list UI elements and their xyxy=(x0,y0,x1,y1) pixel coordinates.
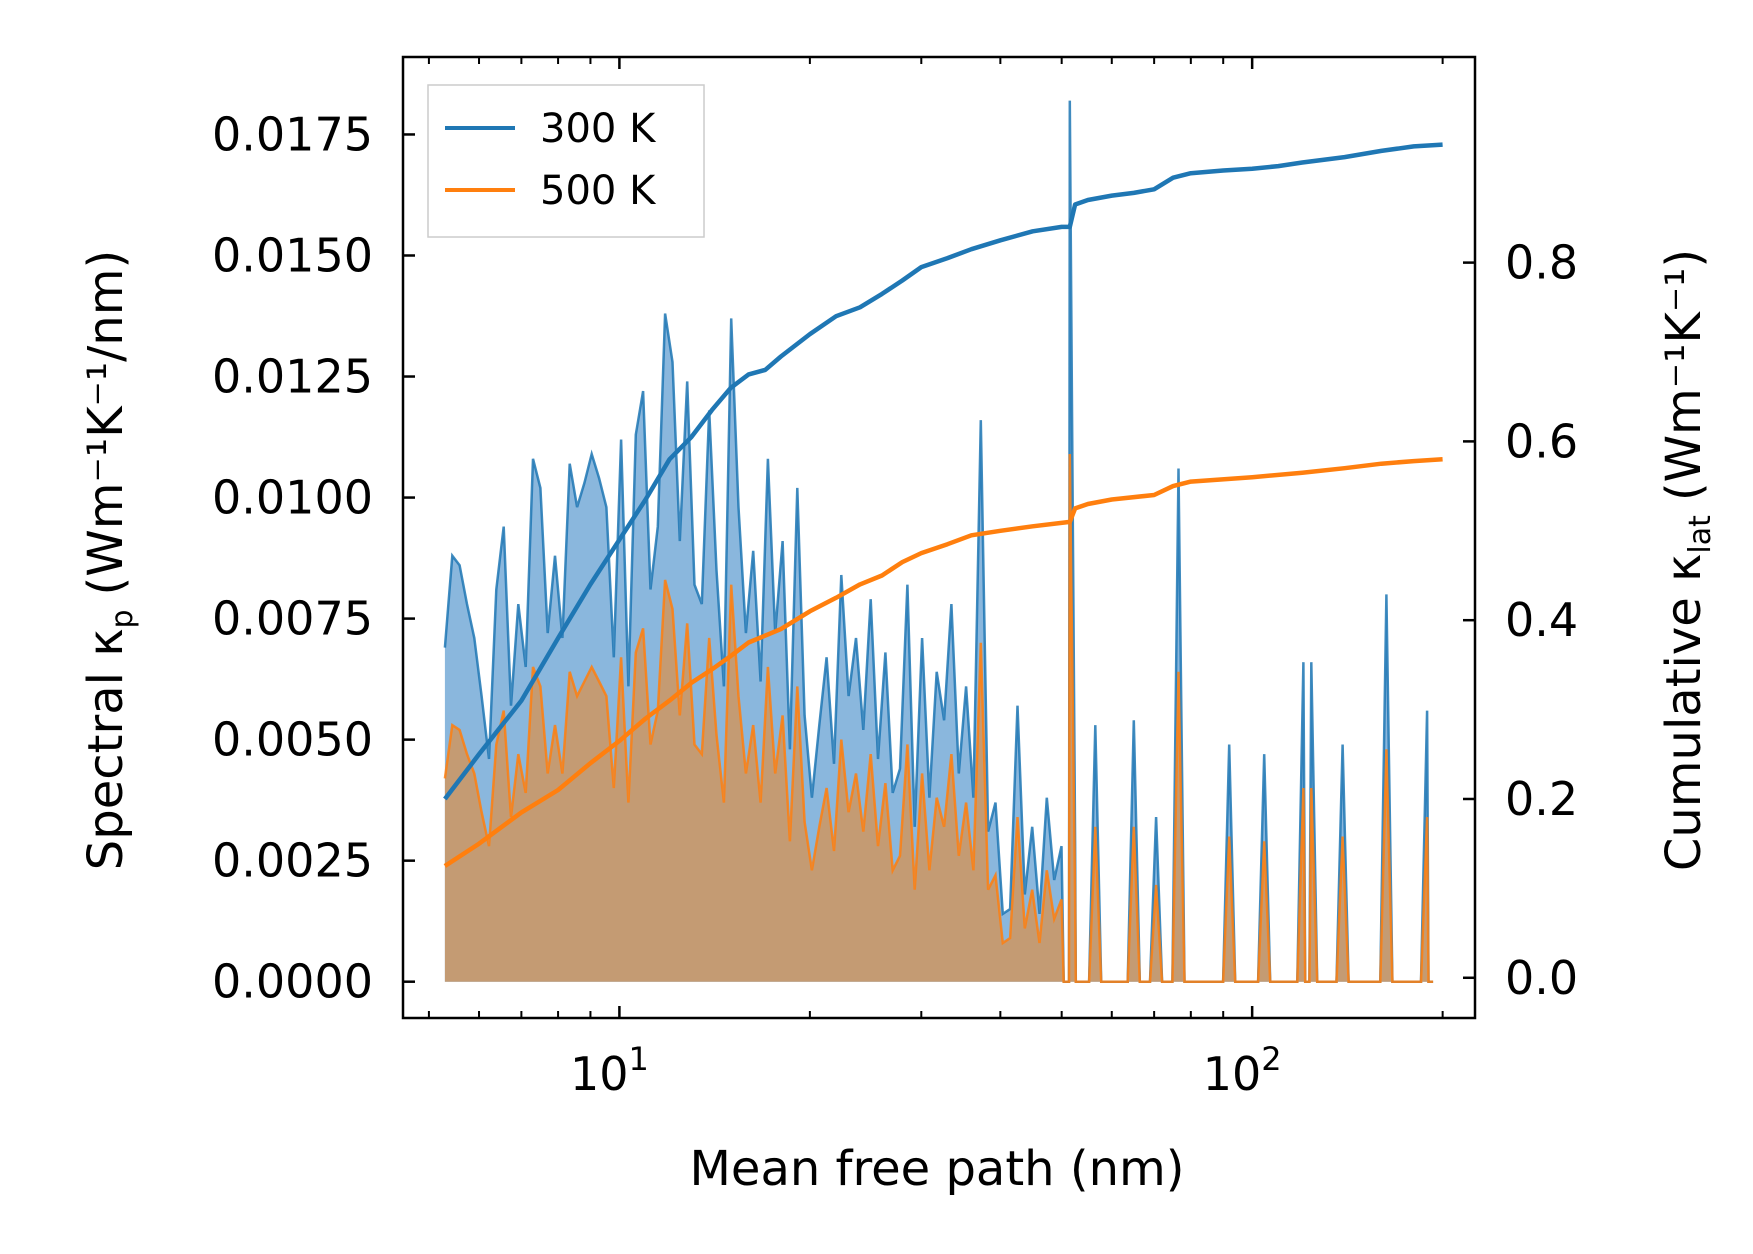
x-tick-base: 10 xyxy=(570,1047,629,1101)
x-tick-label: 102 xyxy=(1203,1040,1282,1101)
legend: 300 K 500 K xyxy=(427,84,705,238)
y-left-tick-label: 0.0000 xyxy=(212,955,373,1009)
y-left-tick-label: 0.0075 xyxy=(212,592,373,646)
x-tick-exponent: 2 xyxy=(1261,1040,1281,1078)
y-left-label-main: Spectral κ xyxy=(78,628,134,870)
y-right-tick-label: 0.4 xyxy=(1505,593,1578,647)
y-axis-label-left: Spectral κp (Wm⁻¹K⁻¹/nm) xyxy=(78,250,140,870)
y-axis-label-right: Cumulative κlat (Wm⁻¹K⁻¹) xyxy=(1656,249,1718,871)
legend-box xyxy=(427,84,705,238)
y-left-tick-label: 0.0100 xyxy=(212,471,373,525)
y-right-tick-label: 0.0 xyxy=(1505,951,1578,1005)
y-right-label-main: Cumulative κ xyxy=(1656,554,1712,872)
plot-frame xyxy=(401,55,1477,1020)
y-left-tick-label: 0.0150 xyxy=(212,228,373,282)
y-right-tick-label: 0.8 xyxy=(1505,236,1578,290)
spectral-area-500k xyxy=(444,454,1434,982)
y-left-label-sub: p xyxy=(105,609,140,628)
x-tick-exponent: 1 xyxy=(628,1040,648,1078)
x-tick-base: 10 xyxy=(1203,1047,1262,1101)
y-left-tick-label: 0.0175 xyxy=(212,107,373,161)
legend-label-500k: 500 K xyxy=(540,168,657,214)
cumulative-line-500k xyxy=(443,457,1443,868)
spectral-line-500k xyxy=(443,453,1434,983)
y-left-label-unit: (Wm⁻¹K⁻¹/nm) xyxy=(78,250,134,596)
y-right-label-unit: (Wm⁻¹K⁻¹) xyxy=(1656,249,1712,501)
plot-area: 0.00000.00250.00500.00750.01000.01250.01… xyxy=(212,55,1578,1101)
y-left-tick-label: 0.0125 xyxy=(212,350,373,404)
cumulative-line-300k xyxy=(443,142,1443,801)
y-right-label-sub: lat xyxy=(1683,515,1718,554)
y-right-tick-label: 0.6 xyxy=(1505,414,1578,468)
y-right-tick-label: 0.2 xyxy=(1505,772,1578,826)
y-left-tick-label: 0.0050 xyxy=(212,713,373,767)
x-axis-label: Mean free path (nm) xyxy=(690,1141,1185,1197)
y-left-tick-label: 0.0025 xyxy=(212,834,373,888)
x-tick-label: 101 xyxy=(570,1040,649,1101)
legend-label-300k: 300 K xyxy=(540,106,657,152)
